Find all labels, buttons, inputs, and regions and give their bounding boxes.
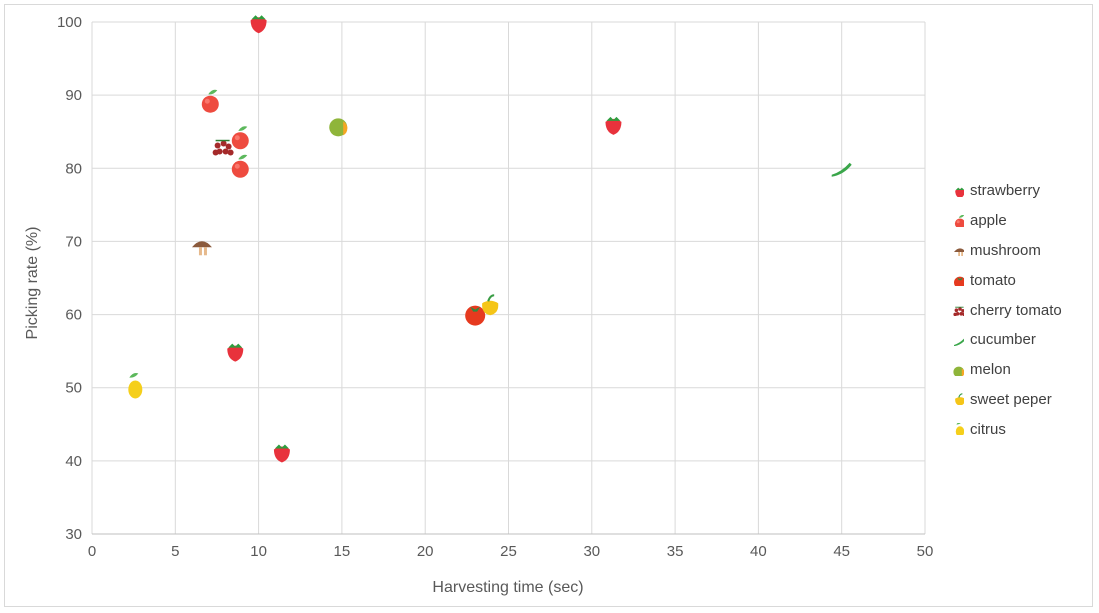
legend-item: tomato — [952, 265, 1092, 295]
y-axis-title: Picking rate (%) — [24, 227, 41, 340]
data-point-cherry-tomato — [212, 139, 234, 156]
data-point-strawberry — [273, 444, 290, 463]
x-tick-label: 45 — [833, 543, 850, 560]
legend-label: tomato — [970, 271, 1016, 289]
y-tick-label: 80 — [65, 160, 82, 177]
x-tick-label: 30 — [583, 543, 600, 560]
data-point-apple — [201, 89, 219, 113]
legend-label: apple — [970, 212, 1007, 230]
y-tick-label: 50 — [65, 380, 82, 397]
data-point-mushroom — [191, 241, 212, 256]
y-tick-label: 70 — [65, 233, 82, 250]
legend-label: melon — [970, 361, 1011, 379]
x-tick-label: 40 — [750, 543, 767, 560]
legend-label: strawberry — [970, 182, 1041, 200]
legend-label: citrus — [970, 420, 1006, 438]
x-axis-title: Harvesting time (sec) — [432, 579, 583, 596]
cucumber-icon — [953, 338, 964, 346]
apple-icon — [954, 214, 964, 227]
y-tick-label: 100 — [57, 14, 82, 31]
data-point-apple — [231, 126, 249, 150]
x-tick-label: 25 — [500, 543, 517, 560]
legend-item: apple — [952, 206, 1092, 236]
legend-item: melon — [952, 355, 1092, 385]
x-tick-label: 15 — [334, 543, 351, 560]
legend-item: sweet peper — [952, 385, 1092, 415]
x-tick-label: 50 — [917, 543, 934, 560]
grid-lines — [91, 21, 926, 535]
melon-icon — [953, 366, 964, 376]
mushroom-icon — [953, 248, 964, 257]
x-tick-label: 5 — [171, 543, 179, 560]
legend-label: cherry tomato — [970, 301, 1062, 319]
tomato-icon — [954, 276, 964, 287]
data-point-sweet-pepper — [482, 294, 499, 316]
data-point-strawberry — [227, 343, 244, 362]
legend-item: strawberry — [952, 176, 1092, 206]
legend: strawberry apple mushroom tomato cherry toma… — [952, 176, 1092, 444]
data-point-citrus — [128, 372, 143, 399]
data-point-strawberry — [250, 15, 267, 34]
x-tick-label: 35 — [667, 543, 684, 560]
legend-label: cucumber — [970, 331, 1036, 349]
data-points — [128, 15, 852, 463]
tick-labels: 0 5 10 15 20 25 30 35 40 45 50 30 40 50 60 70 80 90 100 — [57, 14, 933, 560]
x-tick-label: 10 — [250, 543, 267, 560]
data-point-cucumber — [831, 162, 852, 177]
y-tick-label: 30 — [65, 526, 82, 543]
y-tick-label: 40 — [65, 453, 82, 470]
data-point-tomato — [465, 305, 486, 326]
legend-label: sweet peper — [970, 390, 1052, 408]
legend-item: mushroom — [952, 236, 1092, 266]
legend-label: mushroom — [970, 241, 1041, 259]
data-point-strawberry — [605, 116, 622, 135]
strawberry-icon — [955, 187, 964, 197]
scatter-chart: 0 5 10 15 20 25 30 35 40 45 50 30 40 50 60 70 80 90 100 Ha… — [24, 14, 933, 596]
cherry-tomato-icon — [953, 306, 964, 317]
data-point-melon — [329, 118, 348, 137]
sweet-pepper-icon — [955, 393, 964, 406]
citrus-icon — [955, 423, 964, 436]
x-tick-label: 20 — [417, 543, 434, 560]
x-tick-label: 0 — [88, 543, 96, 560]
legend-item: cherry tomato — [952, 295, 1092, 325]
legend-item: citrus — [952, 414, 1092, 444]
chart-frame: 0 5 10 15 20 25 30 35 40 45 50 30 40 50 60 70 80 90 100 Ha… — [4, 4, 1093, 607]
y-tick-label: 60 — [65, 307, 82, 324]
legend-item: cucumber — [952, 325, 1092, 355]
data-point-apple — [231, 154, 249, 178]
y-tick-label: 90 — [65, 87, 82, 104]
